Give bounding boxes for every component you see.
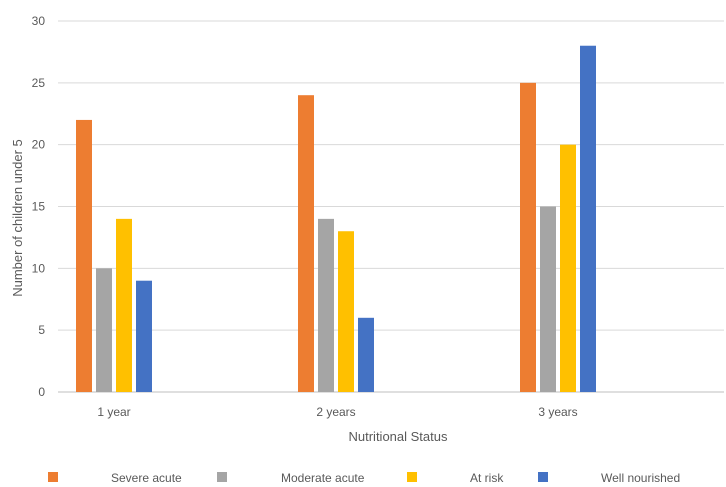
bar-moderate-acute-0 <box>96 268 112 392</box>
legend-swatch <box>538 472 548 482</box>
x-tick-label: 3 years <box>538 405 577 419</box>
y-tick-label: 30 <box>32 14 46 28</box>
bar-severe-acute-0 <box>76 119 92 392</box>
y-tick-label: 20 <box>32 138 46 152</box>
legend-swatch <box>48 472 58 482</box>
legend: Severe acute Moderate acute At risk Well no… <box>48 471 680 485</box>
bar-well-nourished-2 <box>580 45 596 392</box>
legend-label: Moderate acute <box>281 471 365 485</box>
bar-moderate-acute-1 <box>318 218 334 392</box>
x-axis-title: Nutritional Status <box>349 429 448 444</box>
y-tick-label: 5 <box>38 323 45 337</box>
legend-swatch <box>407 472 417 482</box>
gridlines <box>58 20 724 393</box>
legend-label: Severe acute <box>111 471 182 485</box>
y-tick-label: 15 <box>32 200 46 214</box>
bar-severe-acute-2 <box>520 82 536 392</box>
bar-well-nourished-1 <box>358 317 374 392</box>
legend-label: Well nourished <box>601 471 680 485</box>
y-tick-label: 10 <box>32 261 46 275</box>
legend-swatch <box>217 472 227 482</box>
bar-moderate-acute-2 <box>540 206 556 392</box>
x-tick-label: 2 years <box>316 405 355 419</box>
bar-at-risk-1 <box>338 231 354 392</box>
y-tick-label: 0 <box>38 385 45 399</box>
y-axis-ticks: 0 5 10 15 20 25 30 <box>32 14 46 399</box>
bar-well-nourished-0 <box>136 280 152 392</box>
y-tick-label: 25 <box>32 76 46 90</box>
x-tick-label: 1 year <box>97 405 130 419</box>
bar-at-risk-0 <box>116 218 132 392</box>
bar-at-risk-2 <box>560 144 576 392</box>
bar-severe-acute-1 <box>298 95 314 392</box>
bars <box>76 45 596 392</box>
x-axis-ticks: 1 year 2 years 3 years <box>97 405 577 419</box>
legend-label: At risk <box>470 471 504 485</box>
y-axis-title: Number of children under 5 <box>10 139 25 297</box>
